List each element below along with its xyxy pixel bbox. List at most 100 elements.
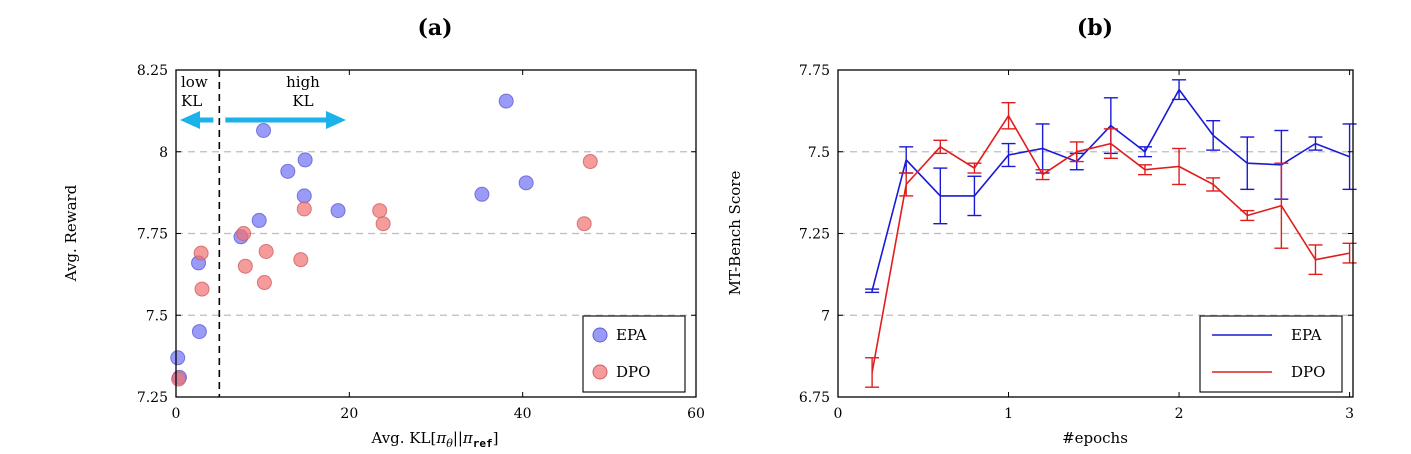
error-bar-epa: [1206, 119, 1221, 151]
high-kl-label-line2: KL: [292, 92, 313, 110]
error-bar-dpo: [899, 172, 914, 197]
panel-a-x-axis-label: Avg. KL[πθ||πref]: [370, 429, 498, 450]
error-bar-epa: [1137, 146, 1152, 158]
panel-b-y-tick-label: 7.5: [808, 145, 830, 161]
scatter-point-dpo: [171, 371, 187, 387]
panel-b-y-axis-label: MT-Bench Score: [726, 171, 744, 296]
xlabel-ref: ref: [473, 437, 493, 450]
error-bar-dpo: [933, 139, 948, 155]
error-bar-epa: [933, 167, 948, 225]
panel-b-y-tick-label: 7.25: [799, 227, 830, 243]
xlabel-suffix: ]: [493, 429, 499, 447]
error-bar-epa: [899, 146, 914, 174]
panel-a-y-axis-label: Avg. Reward: [62, 184, 80, 282]
scatter-point-epa: [297, 152, 313, 168]
error-bar-epa: [1308, 136, 1323, 151]
panel-a-y-tick-label: 7.75: [137, 227, 168, 243]
panel-b-y-ticks: 6.75 7 7.25 7.5 7.75: [799, 63, 1353, 406]
error-bar-dpo: [1274, 162, 1289, 249]
panel-b-y-tick-label: 7: [821, 308, 830, 324]
panel-b-title: (b): [1077, 15, 1113, 41]
legend-dpo-swatch: [592, 364, 608, 380]
scatter-point-dpo: [258, 243, 274, 259]
scatter-point-dpo: [237, 258, 253, 274]
error-bar-epa: [1001, 142, 1016, 168]
high-kl-label-line1: high: [286, 73, 320, 91]
error-bar-epa: [865, 288, 880, 294]
panel-a-title: (a): [417, 15, 452, 41]
panel-a-y-tick-label: 7.5: [146, 308, 168, 324]
error-bar-dpo: [1172, 147, 1187, 186]
scatter-point-epa: [280, 163, 296, 179]
panel-b-x-ticks: 0 1 2 3: [834, 70, 1354, 422]
panel-a: (a) low KL high KL 0 20 40 60 7.25 7.5 7.75 8 8…: [62, 15, 705, 450]
panel-b-y-tick-label: 7.75: [799, 63, 830, 79]
panel-b-x-tick-label: 3: [1345, 406, 1354, 422]
error-bar-dpo: [967, 162, 982, 174]
series-dpo: [865, 101, 1357, 388]
scatter-point-dpo: [375, 216, 391, 232]
panel-b-legend-box: [1199, 315, 1343, 393]
scatter-point-epa: [191, 324, 207, 340]
error-bar-epa: [1342, 123, 1357, 191]
panel-a-x-tick-label: 20: [340, 406, 358, 422]
error-bar-dpo: [1206, 177, 1221, 192]
panel-b-series: [865, 79, 1357, 388]
legend-dpo-label: DPO: [616, 363, 650, 381]
error-bar-dpo: [1001, 101, 1016, 130]
kl-arrows: [180, 111, 346, 129]
error-bar-epa: [1172, 79, 1187, 101]
scatter-point-dpo: [372, 203, 388, 219]
error-bar-dpo: [1103, 128, 1118, 159]
scatter-point-epa: [498, 93, 514, 109]
error-bar-dpo: [1137, 164, 1152, 176]
scatter-point-dpo: [194, 281, 210, 297]
panel-a-y-ticks: 7.25 7.5 7.75 8 8.25: [137, 63, 696, 406]
legend-epa-label: EPA: [616, 326, 647, 344]
legend-epa-label-b: EPA: [1291, 326, 1322, 344]
error-bar-epa: [1240, 136, 1255, 191]
panel-a-y-tick-label: 7.25: [137, 390, 168, 406]
scatter-point-dpo: [256, 275, 272, 291]
xlabel-theta: θ: [446, 437, 453, 450]
scatter-point-epa: [296, 188, 312, 204]
panel-a-x-tick-label: 40: [514, 406, 532, 422]
panel-a-x-tick-label: 60: [687, 406, 705, 422]
panel-b: (b) 0 1 2 3 6.75 7 7.25 7.5 7.75 #epochs MT-Ben…: [726, 15, 1357, 447]
panel-a-x-ticks: 0 20 40 60: [172, 70, 705, 422]
panel-a-points: [170, 93, 598, 387]
scatter-point-epa: [251, 212, 267, 228]
xlabel-mid: ||: [453, 429, 463, 447]
panel-a-grid: [176, 151, 696, 316]
xlabel-pi: π: [435, 429, 447, 447]
low-kl-label-line1: low: [181, 73, 208, 91]
error-bar-dpo: [1069, 141, 1084, 163]
panel-a-y-tick-label: 8: [159, 145, 168, 161]
scatter-point-dpo: [293, 252, 309, 268]
scatter-point-epa: [256, 122, 272, 138]
xlabel-pi2: π: [462, 429, 474, 447]
panel-b-legend: EPA DPO: [1199, 315, 1343, 393]
panel-b-grid: [838, 151, 1353, 316]
series-epa: [865, 79, 1357, 294]
panel-b-y-tick-label: 6.75: [799, 390, 830, 406]
high-kl-arrow-head: [326, 111, 346, 129]
error-bar-dpo: [1035, 169, 1050, 181]
panel-a-x-tick-label: 0: [172, 406, 181, 422]
scatter-point-dpo: [582, 154, 598, 170]
panel-a-y-tick-label: 8.25: [137, 63, 168, 79]
error-bar-dpo: [1308, 244, 1323, 276]
error-bar-epa: [967, 175, 982, 217]
scatter-point-dpo: [576, 216, 592, 232]
error-bar-dpo: [865, 357, 880, 388]
scatter-point-epa: [518, 175, 534, 191]
error-bar-dpo: [1342, 242, 1357, 264]
panel-b-x-axis-label: #epochs: [1062, 429, 1128, 447]
scatter-point-dpo: [296, 201, 312, 217]
error-bar-dpo: [1240, 209, 1255, 222]
scatter-point-dpo: [193, 245, 209, 261]
low-kl-label-line2: KL: [181, 92, 202, 110]
panel-a-legend: EPA DPO: [582, 315, 686, 393]
xlabel-prefix: Avg. KL[: [370, 429, 436, 447]
